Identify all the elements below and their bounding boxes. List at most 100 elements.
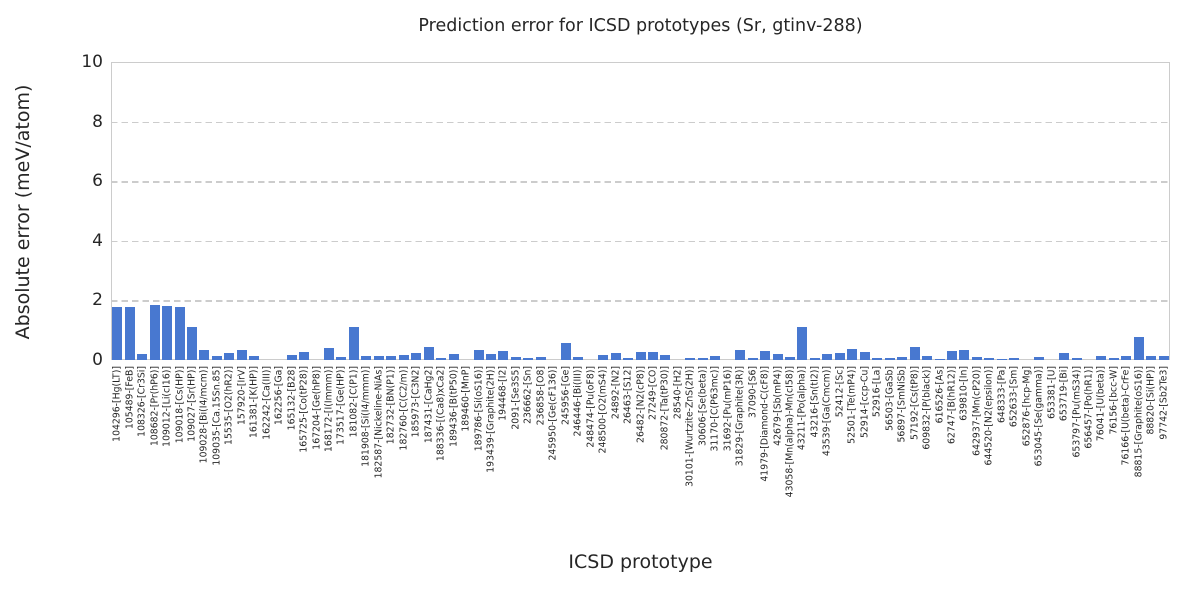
x-tick-label: 76041-[U(beta)] [1095,366,1107,442]
bar [623,358,634,360]
bar [423,346,434,360]
y-tick-label: 0 [92,350,103,370]
x-tick-label: 182732-[BN(P1)] [385,366,397,445]
y-tick-label: 6 [92,171,103,192]
x-tick-label: 28540-[H2] [672,366,684,420]
x-tick-label: 43058-[Mn(alpha)-Mn(cI58)] [784,366,796,498]
bar [747,357,758,360]
x-tick-label: 157920-[IrV] [236,366,248,426]
plot-area [111,62,1170,360]
x-tick-label: 165132-[B28] [286,366,298,431]
x-tick-label: 24892-[N2] [610,366,622,420]
x-tick-label: 189436-[B(tP50)] [448,366,460,447]
bar [211,355,222,360]
x-tick-label: 652876-[hcp-Mg] [1021,366,1033,447]
bar [834,352,845,360]
bar [473,349,484,360]
bar [398,355,409,360]
x-tick-label: 162256-[Ga] [273,366,285,425]
bar [523,357,534,360]
bar [598,355,609,360]
x-tick-label: 88820-[Si(HP)] [1145,366,1157,435]
y-axis-label: Absolute error (meV/atom) [12,84,34,340]
x-tick-label: 30101-[Wurtzite-ZnS(2H)] [684,366,696,487]
x-tick-label: 2091-[Se3S5] [510,366,522,430]
y-tick-label: 8 [92,111,103,132]
bar [573,357,584,360]
x-tick-label: 26463-[S12] [622,366,634,424]
x-tick-label: 62747-[B(hR12)] [946,366,958,444]
x-tick-label: 616526-[As] [934,366,945,424]
x-tick-label: 652633-[Sm] [1008,366,1020,428]
bar [411,352,422,360]
bar [760,351,771,360]
bar [996,358,1007,360]
x-tick-label: 653797-[Pu(mS34)] [1071,366,1083,458]
gridline-y4 [111,240,1170,243]
bar [236,349,247,360]
bar [1009,357,1020,360]
x-tick-label: 109027-[Sr(HP)] [186,366,198,442]
x-tick-label: 236662-[Sn] [522,366,534,424]
x-tick-label: 109028-[Bi(I4/mcm)] [198,366,210,464]
bar [635,351,646,360]
x-tick-label: 182760-[C(C2/m)] [398,366,410,451]
bar [797,327,808,360]
x-tick-label: 108326-[Cr3Si] [136,366,148,437]
x-tick-label: 644520-[N2(epsilon)] [983,366,995,466]
bar [959,349,970,360]
x-tick-label: 42679-[Sb(mP4)] [772,366,784,446]
bar [710,356,721,360]
bar [971,357,982,360]
bar [946,351,957,360]
x-tick-label: 56503-[GaSb] [884,366,896,431]
x-tick-label: 56897-[SmNiSb] [896,366,908,443]
x-tick-label: 43216-[Sn(tI2)] [809,366,821,438]
bar [149,305,160,360]
x-tick-label: 280872-[Ta(tP30)] [659,366,671,451]
x-tick-label: 31692-[Pu(mP16)] [722,366,734,452]
x-tick-label: 639810-[In] [958,366,970,421]
bar [498,350,509,360]
x-tick-label: 193439-[Graphite(2H)] [485,366,497,473]
bar [336,356,347,360]
bar [1133,336,1144,360]
bar [897,357,908,360]
bar [859,352,870,360]
bar [386,355,397,360]
x-tick-label: 653719-[Bi] [1058,366,1070,422]
bar [1158,356,1169,360]
bar [847,349,858,360]
bar [660,355,671,360]
x-tick-label: 181908-[Si(I4/mmm)] [360,366,372,467]
bar [448,354,459,360]
bar [162,306,173,360]
chart-title: Prediction error for ICSD prototypes (Sr… [418,16,863,36]
bar [361,356,372,360]
x-tick-label: 109012-[Li(cI16)] [161,366,173,447]
x-tick-label: 189786-[Si(oS16)] [473,366,485,452]
y-tick-label: 10 [81,52,103,72]
x-tick-label: 76166-[U(beta)-CrFe] [1120,366,1132,466]
x-tick-label: 52412-[Sc] [834,366,846,418]
x-tick-label: 43539-[Ga(Cmcm)] [821,366,833,457]
gridline-y6 [111,181,1170,183]
x-axis-label: ICSD prototype [568,551,713,573]
x-tick-label: 109035-[Ca.15Sn.85] [211,366,223,466]
x-tick-label: 642937-[Mn(cP20)] [971,366,983,456]
x-tick-label: 181082-[C(P1)] [348,366,360,438]
bar [348,327,359,360]
bar [934,358,945,360]
bar [984,357,995,360]
x-tick-label: 41979-[Diamond-C(cF8)] [759,366,771,482]
gridline-y8 [111,121,1170,124]
bar [1096,356,1107,360]
x-tick-label: 248500-[O2(mS4)] [597,366,609,454]
bar [124,306,135,360]
x-tick-label: 37090-[S6] [747,366,759,418]
bar [535,357,546,360]
x-tick-label: 185973-[C3N2] [410,366,422,438]
x-tick-label: 162242-[Ca(III)] [261,366,273,440]
x-tick-label: 108682-[Pr(hP6)] [149,366,161,447]
